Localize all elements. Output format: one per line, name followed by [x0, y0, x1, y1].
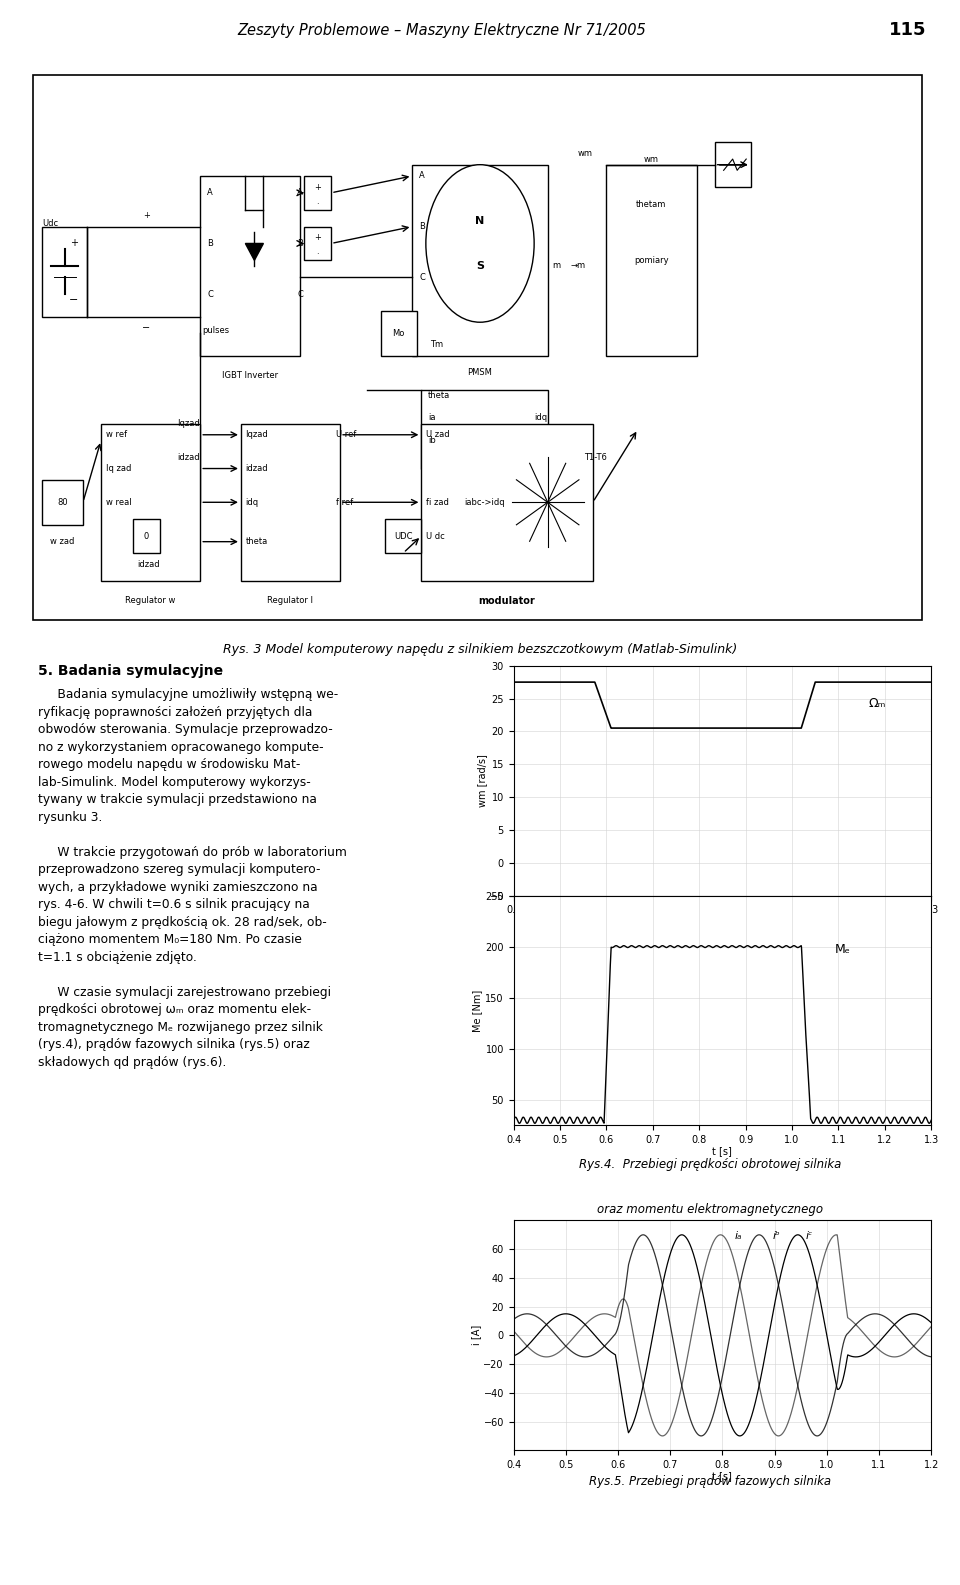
Bar	[421, 423, 592, 582]
Text: w ref: w ref	[106, 430, 127, 439]
Text: .: .	[316, 197, 319, 206]
Text: .: .	[316, 247, 319, 257]
Text: 80: 80	[58, 498, 68, 507]
Text: w real: w real	[106, 498, 132, 507]
Text: IGBT Inverter: IGBT Inverter	[222, 371, 278, 380]
Bar	[381, 311, 417, 357]
Text: C: C	[420, 273, 425, 282]
Text: idzad: idzad	[137, 560, 159, 569]
Text: →m: →m	[570, 262, 586, 271]
Text: thetam: thetam	[636, 200, 666, 209]
Text: idzad: idzad	[246, 464, 268, 472]
Text: B: B	[298, 239, 303, 247]
Text: theta: theta	[428, 391, 450, 399]
Bar	[304, 227, 331, 260]
X-axis label: t [s]: t [s]	[712, 1146, 732, 1157]
Text: Iq zad: Iq zad	[106, 464, 131, 472]
Text: Regulator I: Regulator I	[268, 596, 314, 605]
Text: Iqzad: Iqzad	[178, 418, 201, 428]
Bar	[201, 176, 300, 357]
Text: w zad: w zad	[51, 537, 75, 547]
Text: +: +	[143, 211, 150, 220]
Bar	[42, 227, 87, 317]
Text: m: m	[552, 262, 561, 271]
Y-axis label: wm [rad/s]: wm [rad/s]	[477, 754, 487, 807]
Text: +: +	[314, 233, 321, 243]
Text: PMSM: PMSM	[468, 368, 492, 377]
Text: A: A	[207, 189, 213, 197]
Text: f ref: f ref	[336, 498, 353, 507]
Text: T1-T6: T1-T6	[584, 453, 607, 461]
Ellipse shape	[426, 165, 534, 322]
Y-axis label: i [A]: i [A]	[470, 1325, 481, 1346]
Bar	[304, 176, 331, 209]
Polygon shape	[246, 244, 263, 260]
Text: B: B	[207, 239, 213, 247]
Text: oraz momentu elektromagnetycznego: oraz momentu elektromagnetycznego	[597, 1203, 824, 1217]
Bar	[413, 165, 547, 357]
Text: A: A	[298, 189, 303, 197]
Text: Iqzad: Iqzad	[246, 430, 268, 439]
Text: U zad: U zad	[426, 430, 449, 439]
Text: Ωₘ: Ωₘ	[869, 697, 886, 710]
Text: B: B	[420, 222, 425, 231]
Text: Mo: Mo	[393, 330, 405, 338]
Text: Rys.5. Przebiegi prądów fazowych silnika: Rys.5. Przebiegi prądów fazowych silnika	[589, 1474, 831, 1488]
Text: idzad: idzad	[178, 453, 201, 461]
Text: Rys. 3 Model komputerowy napędu z silnikiem bezszczotkowym (Matlab-Simulink): Rys. 3 Model komputerowy napędu z silnik…	[223, 642, 737, 656]
Text: C: C	[207, 290, 213, 298]
Bar	[714, 143, 751, 187]
Text: 0: 0	[143, 531, 149, 540]
Text: ib: ib	[428, 436, 436, 445]
Text: iᶜ: iᶜ	[805, 1232, 813, 1241]
Text: wm: wm	[644, 155, 659, 163]
Text: Zeszyty Problemowe – Maszyny Elektryczne Nr 71/2005: Zeszyty Problemowe – Maszyny Elektryczne…	[237, 22, 646, 38]
Bar	[132, 520, 159, 553]
X-axis label: t [s]: t [s]	[712, 1471, 732, 1482]
Text: iᵇ: iᵇ	[773, 1232, 780, 1241]
Bar	[101, 423, 201, 582]
Text: theta: theta	[246, 537, 268, 547]
Bar	[42, 480, 83, 525]
Text: 115: 115	[889, 21, 926, 40]
Text: +: +	[70, 238, 78, 249]
Text: S: S	[476, 262, 484, 271]
Y-axis label: Me [Nm]: Me [Nm]	[472, 989, 483, 1032]
Text: A: A	[420, 171, 425, 181]
Text: Mₑ: Mₑ	[835, 943, 851, 956]
Text: C: C	[298, 290, 303, 298]
Text: Regulator w: Regulator w	[126, 596, 176, 605]
Text: 5. Badania symulacyjne: 5. Badania symulacyjne	[38, 664, 224, 678]
Text: wm: wm	[578, 149, 592, 159]
Text: iabc->idq: iabc->idq	[465, 498, 505, 507]
Text: modulator: modulator	[479, 596, 536, 605]
Text: UDC: UDC	[394, 531, 413, 540]
Bar	[607, 165, 697, 357]
Text: Badania symulacyjne umożliwiły wstępną we-
ryfikację poprawności założeń przyjęt: Badania symulacyjne umożliwiły wstępną w…	[38, 688, 348, 1068]
Bar	[241, 423, 340, 582]
Text: Tm: Tm	[430, 341, 444, 349]
Text: Udc: Udc	[42, 219, 59, 228]
Bar	[385, 520, 421, 553]
Text: −: −	[69, 295, 79, 304]
Text: pomiary: pomiary	[635, 255, 669, 265]
Text: N: N	[475, 216, 485, 227]
Text: U dc: U dc	[426, 531, 444, 540]
Text: pulses: pulses	[203, 327, 229, 334]
Bar	[421, 390, 547, 469]
Text: idq: idq	[534, 414, 547, 422]
Text: Rys.4.  Przebiegi prędkości obrotowej silnika: Rys.4. Przebiegi prędkości obrotowej sil…	[579, 1157, 842, 1171]
Text: −: −	[142, 323, 150, 333]
Text: idq: idq	[246, 498, 258, 507]
Text: +: +	[314, 182, 321, 192]
X-axis label: t [s]: t [s]	[712, 916, 732, 927]
Text: ia: ia	[428, 414, 436, 422]
Text: iₐ: iₐ	[735, 1232, 742, 1241]
Text: fi zad: fi zad	[426, 498, 448, 507]
Text: U ref: U ref	[336, 430, 356, 439]
